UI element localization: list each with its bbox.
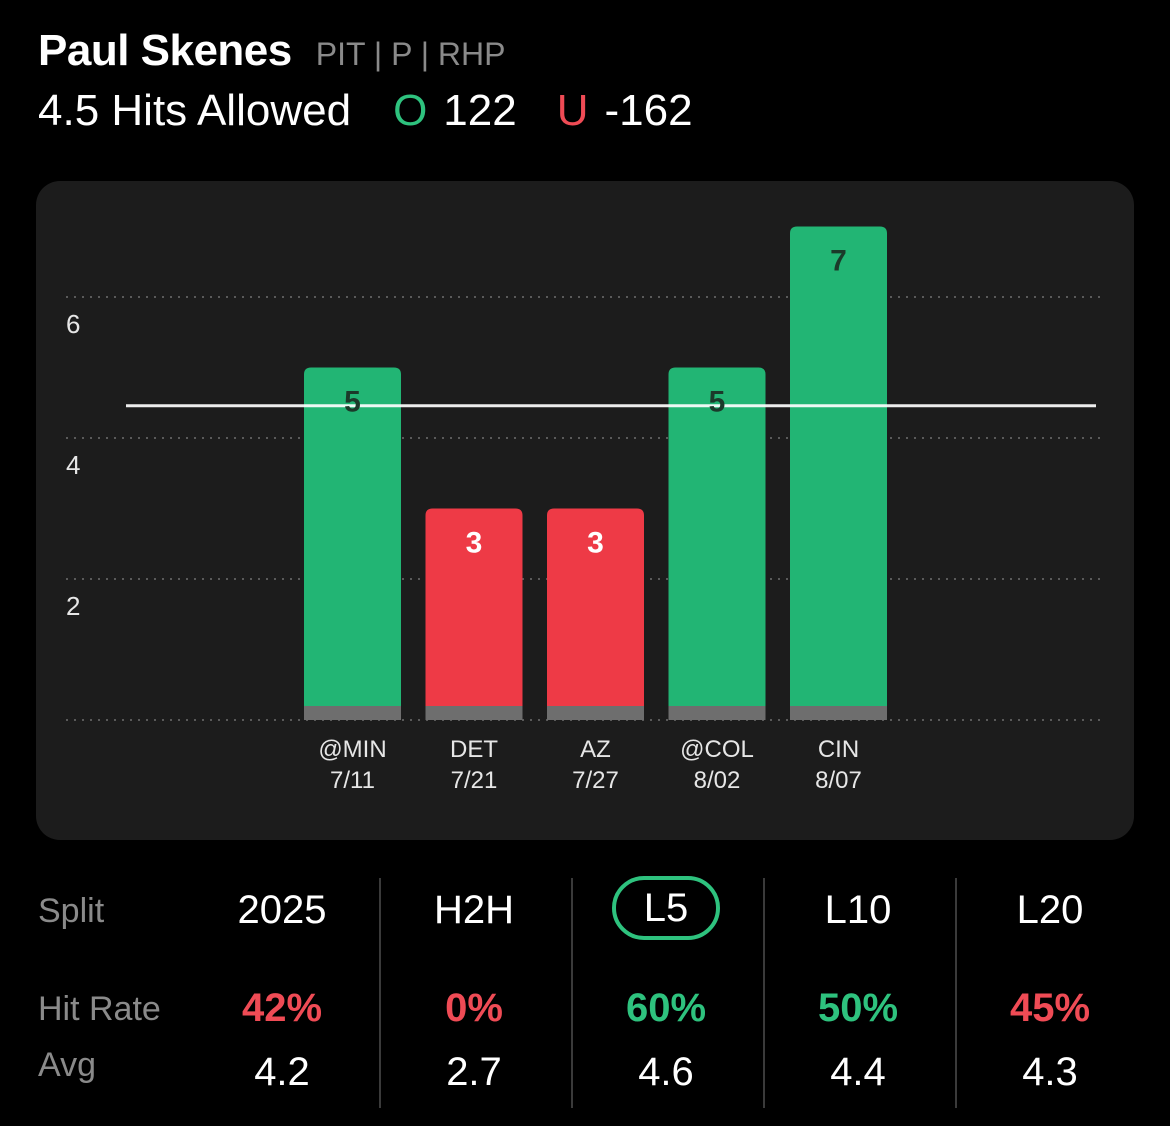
- split-tab-l5[interactable]: L5: [570, 876, 762, 940]
- y-tick-label: 6: [66, 309, 80, 339]
- player-meta: PIT | P | RHP: [315, 36, 506, 72]
- bar-base: [304, 706, 401, 720]
- x-tick-date: 8/07: [815, 767, 862, 794]
- hit-rate-value: 45%: [1009, 986, 1091, 1030]
- y-tick-label: 2: [66, 591, 80, 621]
- hit-rate-value: 0%: [445, 986, 503, 1030]
- x-tick-opponent: AZ: [580, 736, 611, 763]
- x-tick-date: 7/21: [451, 767, 498, 794]
- bar-base: [668, 706, 766, 720]
- bar-base: [547, 706, 644, 720]
- hit-rate-value: 60%: [625, 986, 707, 1030]
- bar-base: [790, 706, 887, 720]
- bar[interactable]: [425, 508, 523, 721]
- bar[interactable]: [547, 508, 644, 721]
- bar-value-label: 3: [587, 527, 604, 560]
- bar[interactable]: [668, 367, 766, 721]
- split-tab-2025[interactable]: 2025: [186, 888, 378, 933]
- bar[interactable]: [304, 367, 401, 721]
- over-letter: O: [393, 86, 428, 135]
- bar-value-label: 5: [344, 386, 361, 419]
- avg-value: 4.4: [830, 1050, 886, 1094]
- x-tick-date: 7/27: [572, 767, 619, 794]
- x-tick-opponent: @COL: [680, 736, 754, 763]
- y-tick-label: 4: [66, 450, 80, 480]
- bar-rect: [547, 508, 644, 720]
- x-tick-opponent: @MIN: [318, 736, 386, 763]
- bar-chart: 2 4 6 @MIN 7/11 DET 7/21 AZ 7/27 @COL 8/02 CIN 8/07 5…: [66, 226, 1102, 794]
- bar-value-label: 3: [466, 527, 483, 560]
- header: Paul Skenes PIT | P | RHP 4.5 Hits Allow…: [38, 26, 1132, 136]
- split-tab-h2h[interactable]: H2H: [378, 888, 570, 933]
- avg-value: 4.2: [254, 1050, 310, 1094]
- split-tab-label: L5: [611, 876, 721, 940]
- split-label: Split: [38, 892, 105, 930]
- over-odds[interactable]: 122: [443, 86, 517, 135]
- under-letter: U: [556, 86, 589, 135]
- column-divider: [571, 878, 573, 1108]
- chart-card: 2 4 6 @MIN 7/11 DET 7/21 AZ 7/27 @COL 8/02 CIN 8/07 5…: [36, 181, 1134, 840]
- column-divider: [763, 878, 765, 1108]
- prop-row: 4.5 Hits Allowed O 122 U -162: [38, 86, 1132, 136]
- bar-value-label: 7: [830, 245, 847, 278]
- split-tab-label: L20: [1016, 888, 1084, 932]
- avg-value: 4.6: [638, 1050, 694, 1094]
- stats-table: Split Hit Rate Avg 2025 42% 4.2 H2H 0% 2.7 L5 6…: [0, 870, 1170, 1120]
- hit-rate-value: 50%: [817, 986, 899, 1030]
- bar-value-label: 5: [709, 386, 726, 419]
- player-name: Paul Skenes: [38, 26, 292, 75]
- column-divider: [955, 878, 957, 1108]
- split-tab-label: L10: [824, 888, 892, 932]
- under-odds[interactable]: -162: [604, 86, 693, 135]
- bar-base: [425, 706, 523, 720]
- split-tab-label: H2H: [433, 888, 515, 932]
- bar-rect: [425, 508, 523, 720]
- hit-rate-value: 42%: [241, 986, 323, 1030]
- split-tab-l20[interactable]: L20: [954, 888, 1146, 933]
- x-tick-opponent: DET: [450, 736, 498, 763]
- bar-rect: [304, 367, 401, 720]
- prop-label: 4.5 Hits Allowed: [38, 86, 352, 135]
- avg-label: Avg: [38, 1046, 96, 1084]
- bar[interactable]: [790, 226, 887, 721]
- bar-rect: [668, 367, 766, 720]
- bar-rect: [790, 226, 887, 720]
- avg-value: 4.3: [1022, 1050, 1078, 1094]
- split-tab-label: 2025: [237, 888, 327, 932]
- hit-rate-label: Hit Rate: [38, 990, 161, 1028]
- x-tick-date: 7/11: [330, 767, 375, 794]
- column-divider: [379, 878, 381, 1108]
- split-tab-l10[interactable]: L10: [762, 888, 954, 933]
- avg-value: 2.7: [446, 1050, 502, 1094]
- player-row: Paul Skenes PIT | P | RHP: [38, 26, 1132, 76]
- x-tick-date: 8/02: [694, 767, 741, 794]
- x-tick-opponent: CIN: [818, 736, 859, 763]
